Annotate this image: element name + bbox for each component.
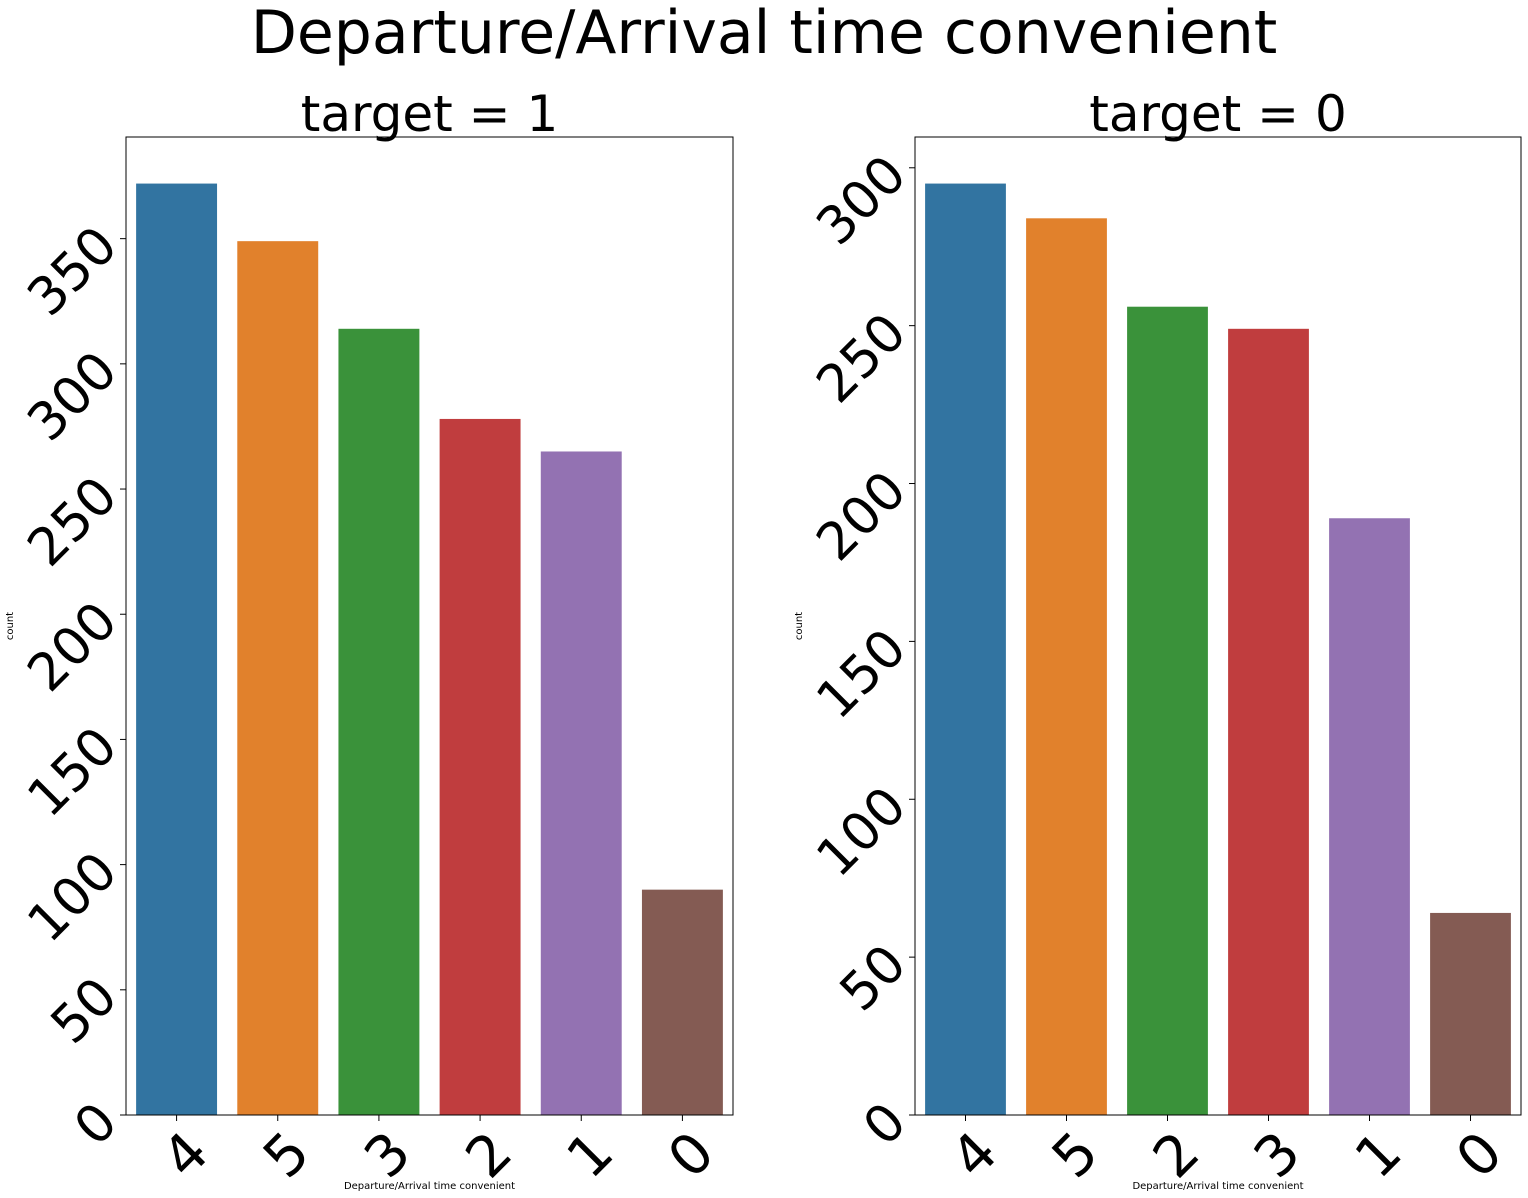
- bar-1: [1329, 518, 1410, 1115]
- subplot-title: target = 1: [301, 85, 559, 143]
- y-tick-label: 0: [63, 1092, 129, 1158]
- bar-4: [925, 183, 1006, 1116]
- y-tick-label: 50: [40, 966, 129, 1055]
- y-tick-label: 300: [16, 341, 129, 454]
- bar-0: [1430, 912, 1511, 1115]
- y-tick-label: 200: [16, 591, 129, 704]
- y-tick-label: 50: [829, 934, 918, 1023]
- x-axis-label: Departure/Arrival time convenient: [1132, 1181, 1303, 1192]
- y-tick-label: 100: [805, 776, 918, 889]
- x-tick-label: 1: [1343, 1120, 1414, 1191]
- plot-frame: [125, 136, 734, 1116]
- y-tick-label: 150: [16, 716, 129, 829]
- y-tick-label: 350: [16, 215, 129, 328]
- bar-4: [136, 183, 218, 1116]
- y-tick-label: 300: [805, 144, 918, 257]
- y-tick-label: 150: [805, 618, 918, 731]
- x-axis-label: Departure/Arrival time convenient: [344, 1181, 515, 1192]
- x-tick-label: 5: [1040, 1120, 1111, 1191]
- y-tick-label: 200: [805, 460, 918, 573]
- x-tick-label: 5: [251, 1120, 322, 1191]
- y-axis-label: count: [5, 612, 16, 640]
- x-tick-label: 4: [150, 1120, 221, 1191]
- bar-3: [338, 328, 420, 1115]
- x-tick-label: 0: [656, 1120, 727, 1191]
- bar-2: [439, 418, 521, 1116]
- y-tick-label: 250: [805, 302, 918, 415]
- bar-3: [1228, 328, 1309, 1115]
- bar-1: [540, 451, 622, 1116]
- figure-title: Departure/Arrival time convenient: [250, 0, 1278, 68]
- bar-0: [641, 889, 723, 1115]
- y-tick-label: 0: [852, 1092, 918, 1158]
- x-tick-label: 1: [555, 1120, 626, 1191]
- plot-frame: [914, 136, 1522, 1116]
- y-tick-label: 100: [16, 841, 129, 954]
- bar-5: [1026, 218, 1107, 1115]
- x-tick-label: 0: [1444, 1120, 1515, 1191]
- y-tick-label: 250: [16, 466, 129, 579]
- y-axis-label: count: [794, 612, 805, 640]
- bar-5: [237, 241, 319, 1115]
- bar-2: [1127, 306, 1208, 1115]
- subplot-title: target = 0: [1089, 85, 1347, 143]
- x-tick-label: 4: [939, 1120, 1010, 1191]
